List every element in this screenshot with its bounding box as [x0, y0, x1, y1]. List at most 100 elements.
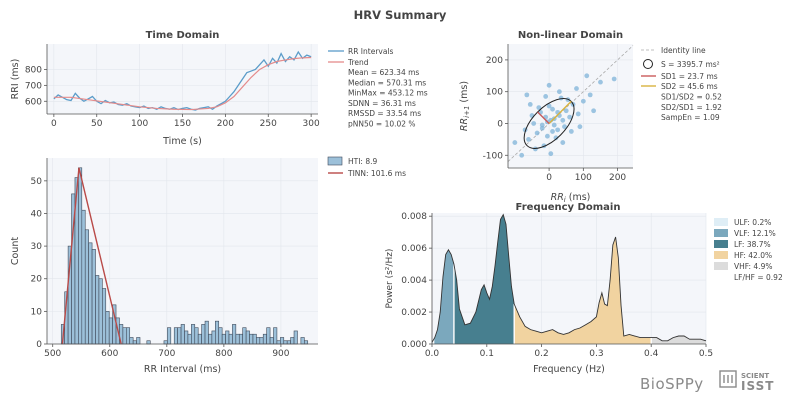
time-domain-stat: MinMax = 453.12 ms — [348, 89, 428, 98]
poincare-point — [539, 122, 545, 128]
histogram-bar — [228, 333, 233, 345]
poincare-point — [584, 73, 590, 79]
scientisst-logo-mark — [719, 370, 737, 388]
band-vlf-area — [433, 249, 454, 344]
legend-sd2-label: SD2 = 45.6 ms — [661, 82, 718, 91]
psd-line — [431, 213, 707, 343]
legend-tinn-label: TINN: 101.6 ms — [347, 169, 406, 178]
frequency-y-tick-label: 0.006 — [401, 244, 427, 254]
poincare-point — [560, 117, 566, 123]
histogram-bar — [204, 320, 209, 345]
lf-hf-ratio: LF/HF = 0.92 — [734, 273, 783, 282]
histogram-ylabel: Count — [10, 237, 21, 265]
histogram-bar — [290, 337, 295, 345]
time-domain-stat: RMSSD = 33.54 ms — [348, 109, 421, 118]
nonlinear-title: Non-linear Domain — [518, 30, 623, 41]
histogram-x-tick-label: 700 — [158, 349, 175, 359]
histogram-x-tick-label: 900 — [272, 349, 289, 359]
time-domain-xlabel: Time (s) — [162, 136, 202, 147]
histogram-bar — [126, 327, 131, 345]
legend-ulf-swatch — [714, 218, 728, 226]
poincare-point — [555, 127, 561, 133]
poincare-point — [531, 121, 537, 126]
poincare-point — [587, 92, 593, 98]
histogram-bar — [132, 340, 137, 345]
time-domain-chart: 0 50 100 150 200 250 300 600 700 800 Time Domain Ti… — [10, 30, 428, 147]
band-lf-area — [453, 214, 515, 344]
time-domain-x-tick-label: 0 — [51, 119, 57, 129]
legend-sd1-label: SD1 = 23.7 ms — [661, 72, 718, 81]
legend-hf-swatch — [714, 251, 728, 259]
nonlinear-x-tick-label: 0 — [546, 173, 552, 183]
histogram-bar — [242, 327, 247, 345]
time-domain-x-tick-label: 300 — [303, 119, 320, 129]
frequency-xlabel: Frequency (Hz) — [533, 364, 605, 375]
frequency-title: Frequency Domain — [516, 202, 621, 213]
poincare-point — [544, 133, 550, 139]
poincare-point — [567, 114, 573, 120]
time-domain-stat: Median = 570.31 ms — [348, 78, 426, 87]
sd2-line — [548, 100, 572, 124]
histogram-bar — [81, 209, 86, 345]
histogram-y-tick-label: 50 — [31, 177, 43, 187]
frequency-y-tick-label: 0.008 — [401, 212, 427, 222]
legend-lf-label: LF: 38.7% — [734, 240, 771, 249]
time-domain-stat: Mean = 623.34 ms — [348, 68, 419, 77]
poincare-point — [560, 140, 566, 145]
histogram-bar — [225, 330, 230, 345]
frequency-y-tick-label: 0.002 — [401, 308, 427, 318]
poincare-point — [580, 98, 586, 104]
histogram-bar — [191, 324, 196, 345]
poincare-point — [543, 94, 549, 99]
histogram-bar — [221, 333, 226, 345]
poincare-point — [575, 111, 581, 117]
histogram-bar — [122, 327, 127, 345]
figure-title: HRV Summary — [354, 8, 447, 22]
histogram-bar — [218, 327, 223, 345]
nonlinear-y-tick-label: 0 — [497, 119, 503, 129]
nonlinear-x-tick-label: 100 — [575, 173, 592, 183]
poincare-point — [577, 124, 583, 130]
poincare-point — [527, 102, 533, 107]
frequency-x-tick-label: 0.4 — [644, 349, 659, 359]
legend-area-label: S = 3395.7 ms² — [661, 60, 720, 69]
band-vhf-area — [651, 336, 706, 344]
histogram-bar — [108, 317, 113, 345]
poincare-point — [534, 130, 540, 136]
time-domain-ylabel: RRI (ms) — [10, 59, 21, 100]
histogram-y-tick-label: 10 — [31, 307, 43, 317]
poincare-point — [529, 113, 535, 118]
histogram-bar — [197, 333, 202, 345]
histogram-bar — [187, 333, 192, 345]
identity-line — [507, 45, 634, 162]
frequency-legend: ULF: 0.2% VLF: 12.1% LF: 38.7% HF: 42.0% VHF… — [714, 218, 783, 282]
histogram-xlabel: RR Interval (ms) — [144, 364, 221, 375]
frequency-domain-chart: 0.0 0.1 0.2 0.3 0.4 0.5 0.000 0.002 0.004 0.006 0.… — [385, 202, 783, 375]
histogram-bar — [98, 278, 103, 345]
histogram-bar — [273, 327, 278, 345]
poincare-point — [536, 105, 542, 110]
histogram-bar — [102, 288, 107, 345]
legend-vlf-swatch — [714, 229, 728, 237]
histogram-bar — [180, 324, 185, 345]
histogram-bar — [256, 337, 261, 345]
poincare-point — [524, 92, 530, 98]
frequency-x-tick-label: 0.5 — [699, 349, 713, 359]
histogram-bar — [173, 327, 178, 345]
nonlinear-legend: Identity line S = 3395.7 ms² SD1 = 23.7 ms… — [641, 46, 722, 122]
frequency-x-tick-label: 0.3 — [589, 349, 603, 359]
scientisst-logo-top: SCIENT — [741, 372, 769, 380]
histogram-bar — [300, 337, 305, 345]
poincare-point — [548, 151, 554, 157]
legend-trend-label: Trend — [347, 58, 369, 67]
frequency-y-tick-label: 0.004 — [401, 276, 427, 286]
poincare-point — [562, 124, 567, 130]
time-domain-x-tick-label: 200 — [217, 119, 234, 129]
nonlinear-xlabel: RRi (ms) — [551, 192, 591, 204]
histogram-bar — [78, 167, 83, 345]
histogram-bar — [95, 275, 100, 345]
histogram-bar — [177, 327, 182, 345]
time-domain-x-tick-label: 50 — [91, 119, 103, 129]
